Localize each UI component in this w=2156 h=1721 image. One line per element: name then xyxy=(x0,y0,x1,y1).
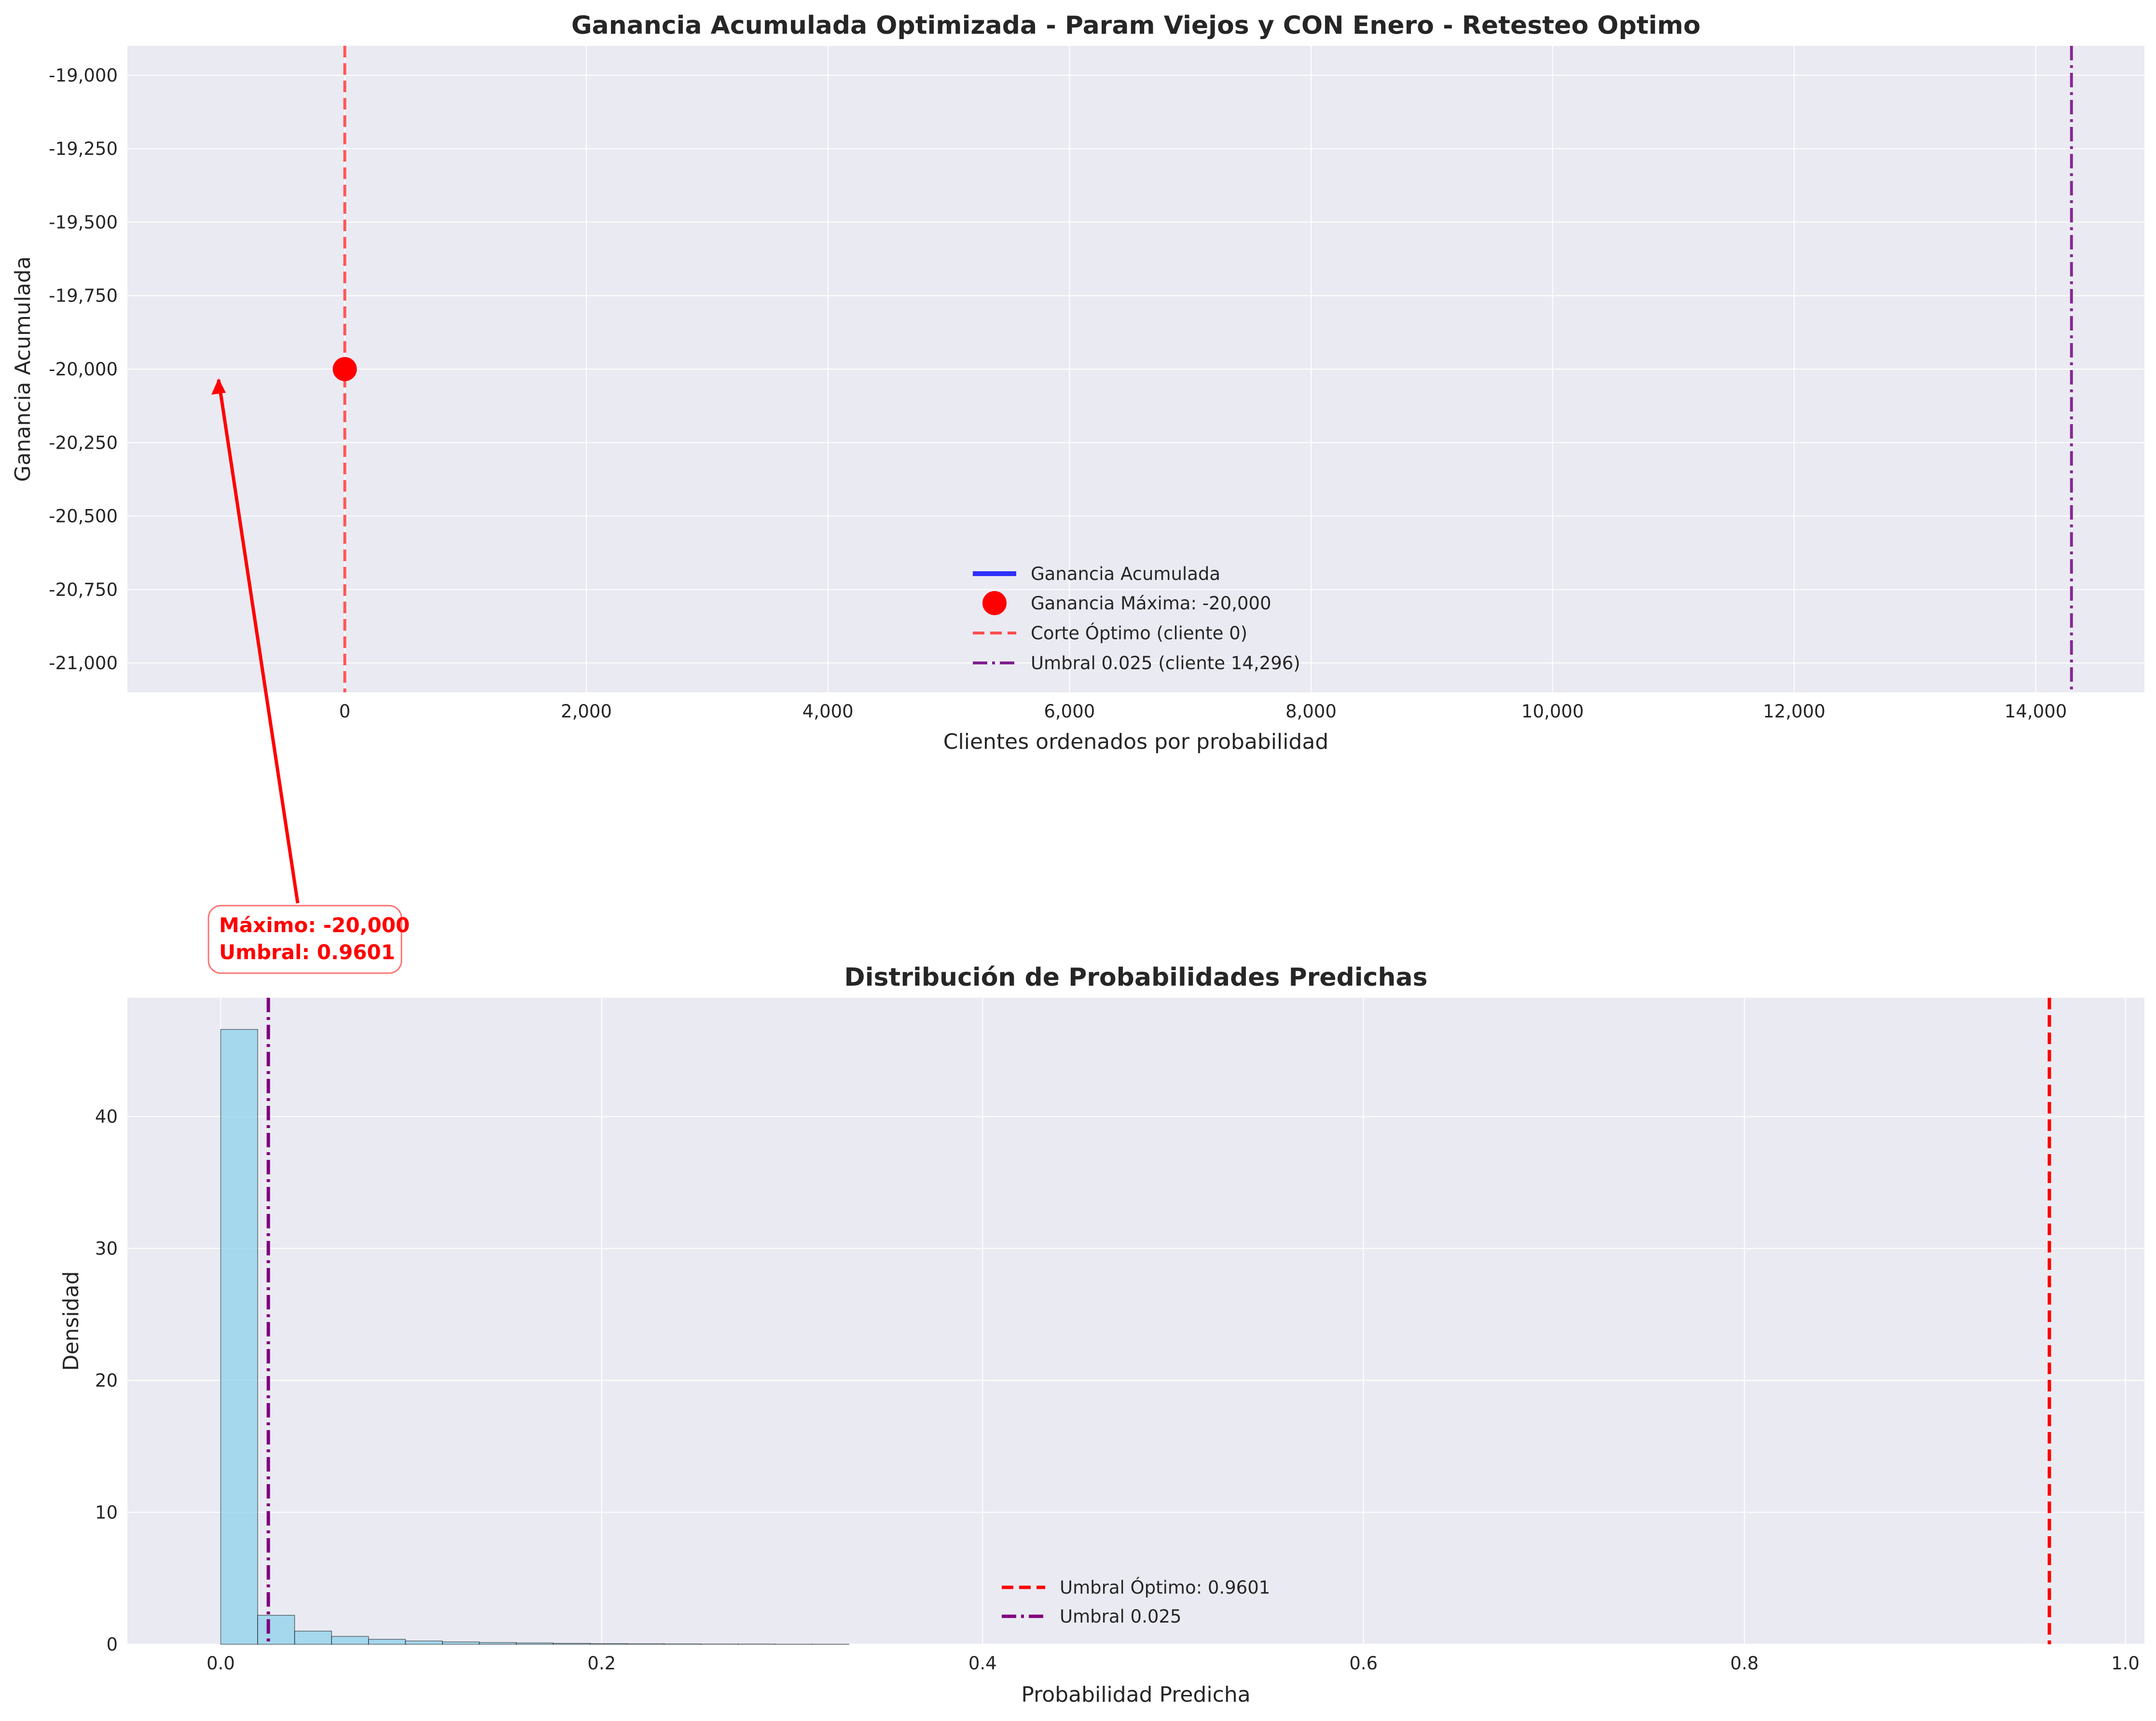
x-tick-label: 2,000 xyxy=(561,701,612,722)
y-tick-label: 20 xyxy=(95,1370,118,1391)
x-axis-label: Probabilidad Predicha xyxy=(1021,1682,1250,1707)
annotation-threshold: Umbral: 0.9601 xyxy=(219,940,395,964)
x-tick-label: 0.0 xyxy=(207,1653,235,1674)
chart-title: Ganancia Acumulada Optimizada - Param Vi… xyxy=(571,11,1700,40)
legend-item-threshold: Umbral 0.025 xyxy=(1060,1606,1181,1627)
histogram-bar xyxy=(331,1636,369,1645)
x-tick-label: 0.6 xyxy=(1349,1653,1378,1674)
histogram-bars xyxy=(220,1029,849,1645)
y-tick-label: -20,250 xyxy=(49,432,118,453)
max-gain-marker xyxy=(332,357,357,381)
y-tick-label: -20,000 xyxy=(49,359,118,380)
y-axis-label: Ganancia Acumulada xyxy=(11,256,35,482)
grid xyxy=(127,998,2144,1645)
histogram-bar xyxy=(220,1029,258,1645)
x-tick-label: 0 xyxy=(339,701,351,722)
x-tick-labels: 0.0 0.2 0.4 0.6 0.8 1.0 xyxy=(207,1653,2140,1674)
histogram-bar xyxy=(257,1615,295,1645)
x-tick-label: 10,000 xyxy=(1521,701,1584,722)
y-tick-labels: -19,000 -19,250 -19,500 -19,750 -20,000 -20,2… xyxy=(49,65,118,674)
data-marks xyxy=(332,357,357,381)
histogram-bar xyxy=(368,1638,406,1645)
annotation-arrowhead xyxy=(211,378,226,395)
legend-item-cut: Corte Óptimo (cliente 0) xyxy=(1031,622,1247,644)
histogram-bar xyxy=(405,1640,443,1645)
y-tick-label: 30 xyxy=(95,1239,118,1259)
y-tick-label: -19,500 xyxy=(49,212,118,233)
y-axis-label: Densidad xyxy=(59,1271,83,1371)
legend: Ganancia Acumulada Ganancia Máxima: -20,… xyxy=(973,564,1300,674)
legend-item-max: Ganancia Máxima: -20,000 xyxy=(1031,593,1271,614)
annotation-box xyxy=(207,905,402,974)
plot-area xyxy=(127,998,2144,1644)
legend-swatch-marker xyxy=(982,591,1007,615)
probability-histogram: 0.0 0.2 0.4 0.6 0.8 1.0 0 10 20 30 40 Distribució… xyxy=(59,963,2144,1707)
histogram-bar xyxy=(553,1643,591,1645)
histogram-bar xyxy=(479,1642,517,1645)
histogram-bar xyxy=(442,1641,480,1645)
max-annotation: Máximo: -20,000 Umbral: 0.9601 xyxy=(207,378,410,974)
x-tick-label: 1.0 xyxy=(2111,1653,2140,1674)
y-tick-label: 10 xyxy=(95,1502,118,1523)
x-tick-label: 4,000 xyxy=(802,701,854,722)
legend-item-optimal: Umbral Óptimo: 0.9601 xyxy=(1060,1577,1270,1598)
y-tick-label: -19,000 xyxy=(49,65,118,86)
y-tick-label: -19,750 xyxy=(49,286,118,306)
x-tick-label: 0.4 xyxy=(968,1653,997,1674)
x-tick-labels: 0 2,000 4,000 6,000 8,000 10,000 12,000 14,000 xyxy=(339,701,2067,722)
annotation-max: Máximo: -20,000 xyxy=(219,913,410,937)
chart-title: Distribución de Probabilidades Predichas xyxy=(844,963,1428,992)
y-tick-label: -20,500 xyxy=(49,506,118,527)
x-tick-label: 8,000 xyxy=(1285,701,1337,722)
x-axis-label: Clientes ordenados por probabilidad xyxy=(943,730,1328,754)
x-tick-label: 14,000 xyxy=(2004,701,2067,722)
x-tick-label: 0.2 xyxy=(587,1653,616,1674)
y-tick-label: -20,750 xyxy=(49,579,118,600)
legend-item-gain: Ganancia Acumulada xyxy=(1031,564,1220,584)
legend: Umbral Óptimo: 0.9601 Umbral 0.025 xyxy=(1002,1577,1270,1627)
annotation-arrow xyxy=(217,379,300,904)
x-tick-label: 6,000 xyxy=(1044,701,1095,722)
y-tick-label: -21,000 xyxy=(49,653,118,674)
y-tick-label: -19,250 xyxy=(49,138,118,159)
x-tick-label: 12,000 xyxy=(1763,701,1825,722)
x-tick-label: 0.8 xyxy=(1730,1653,1759,1674)
histogram-bar xyxy=(516,1642,554,1645)
cumulative-gain-chart: 0 2,000 4,000 6,000 8,000 10,000 12,000 14,000 … xyxy=(11,11,2144,754)
histogram-bar xyxy=(294,1630,332,1645)
y-tick-label: 40 xyxy=(95,1106,118,1127)
grid xyxy=(127,46,2144,692)
reference-lines xyxy=(266,998,2051,1644)
legend-item-threshold: Umbral 0.025 (cliente 14,296) xyxy=(1031,653,1300,674)
y-tick-labels: 0 10 20 30 40 xyxy=(95,1106,118,1655)
y-tick-label: 0 xyxy=(106,1634,118,1655)
